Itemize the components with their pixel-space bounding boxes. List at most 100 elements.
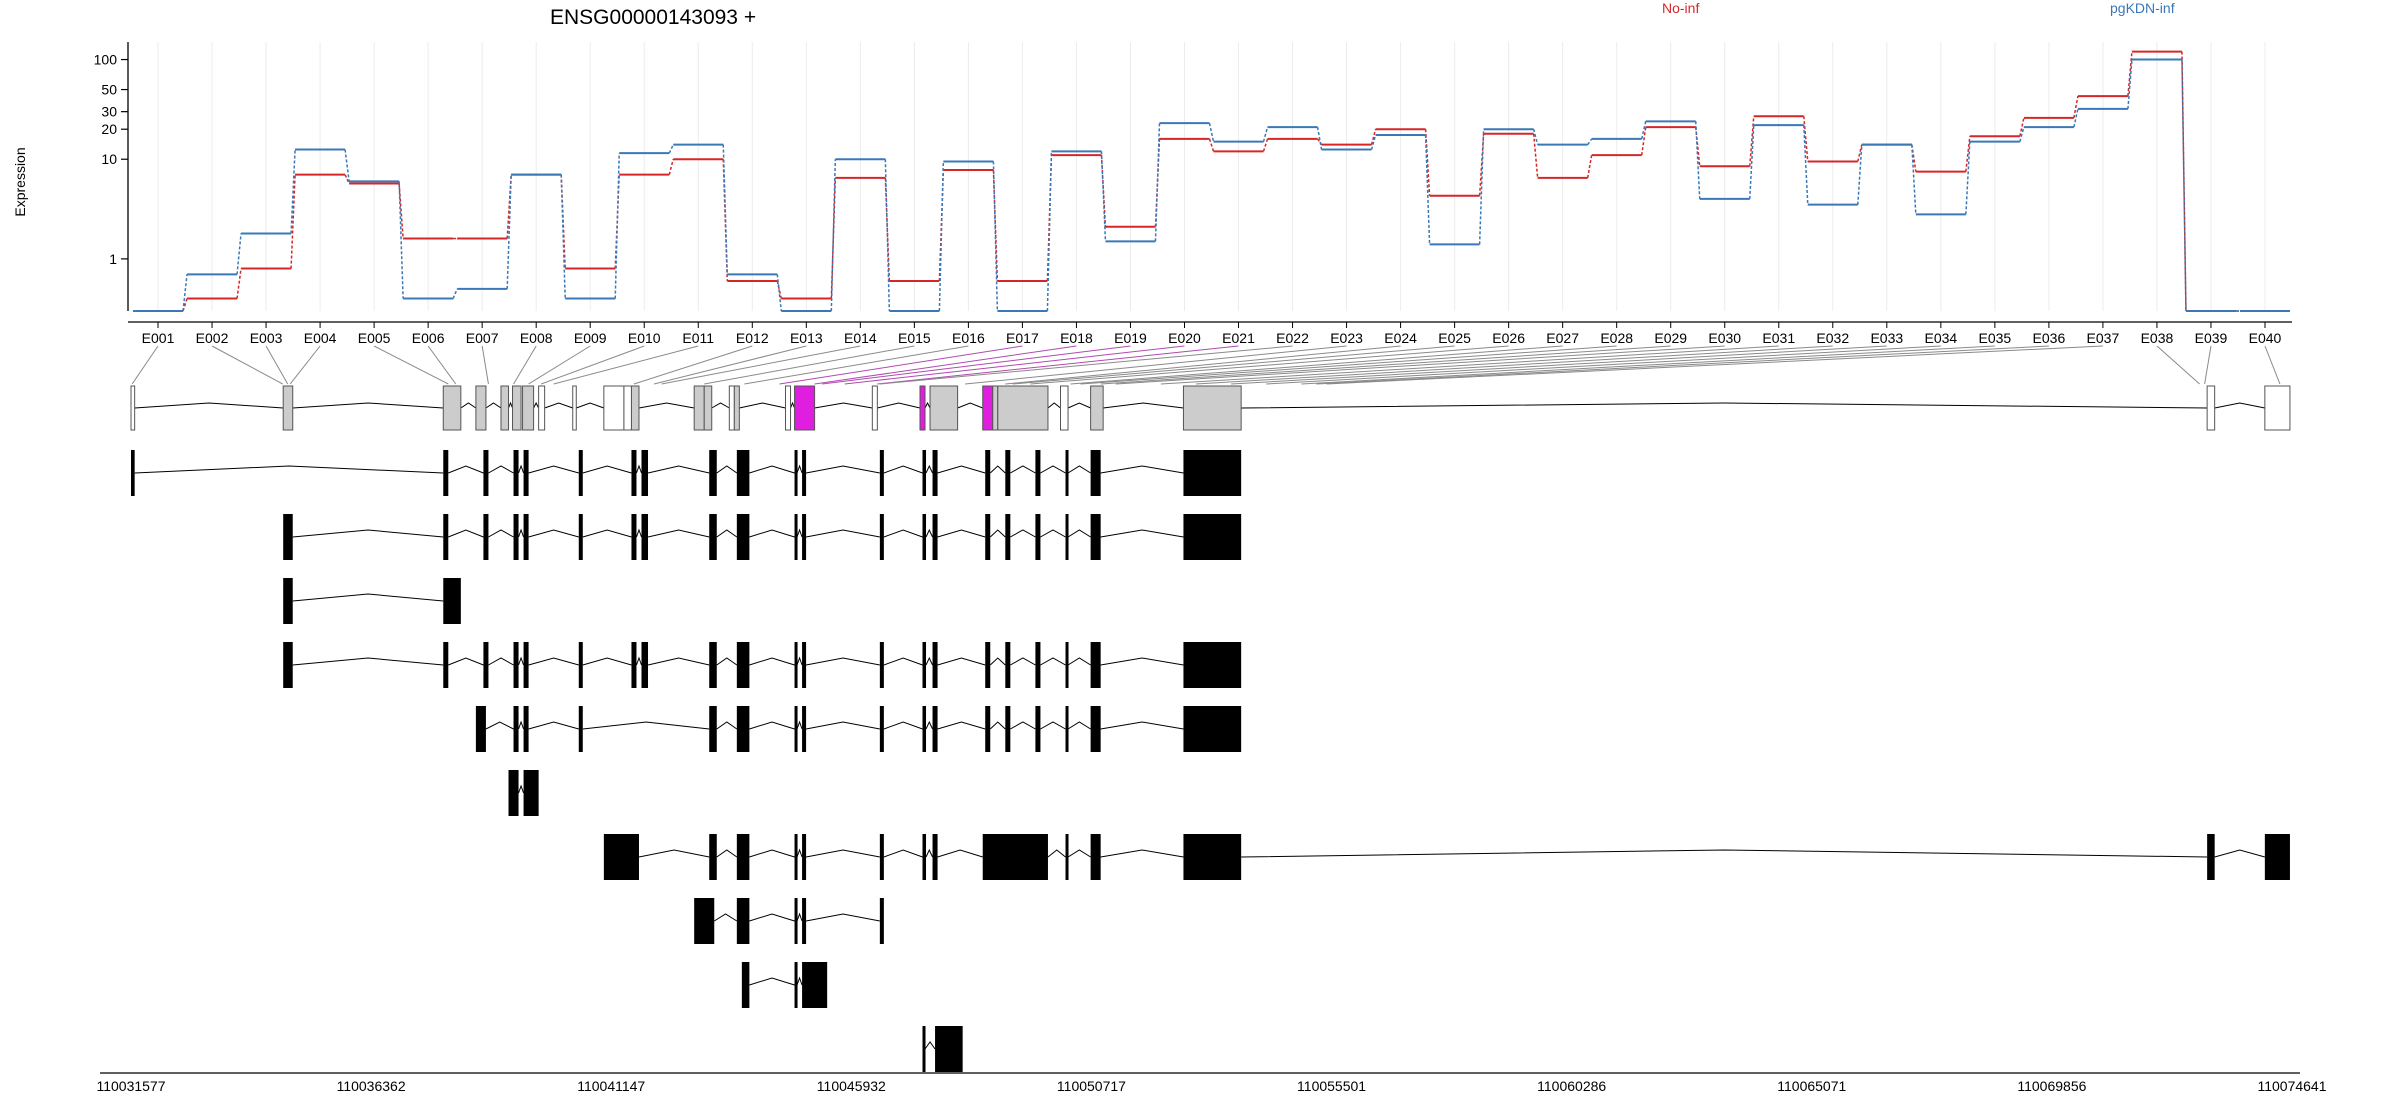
transcript-exon bbox=[1035, 642, 1041, 688]
intron-connector bbox=[448, 465, 484, 474]
intron-connector bbox=[749, 977, 795, 986]
transcript-track bbox=[283, 514, 1242, 560]
transcript-exon bbox=[131, 450, 135, 496]
intron-connector bbox=[1100, 849, 1184, 858]
series-connector bbox=[2127, 59, 2133, 109]
transcript-exon bbox=[475, 706, 486, 752]
transcript-exon bbox=[2264, 834, 2290, 880]
exon-label: E032 bbox=[1816, 330, 1849, 346]
model-exon bbox=[2206, 385, 2216, 431]
intron-connector bbox=[1047, 849, 1066, 858]
intron-connector bbox=[814, 402, 873, 409]
series-connector bbox=[1316, 126, 1323, 150]
transcript-exon bbox=[932, 642, 938, 688]
expression-series bbox=[133, 50, 2290, 312]
intron-connector bbox=[1067, 529, 1091, 538]
series-connector bbox=[1370, 129, 1377, 145]
transcript-exon bbox=[1183, 706, 1242, 752]
series-connector bbox=[398, 181, 404, 299]
intron-connector bbox=[582, 721, 710, 730]
intron-connector bbox=[1100, 657, 1184, 666]
intron-connector bbox=[647, 529, 710, 538]
series-connector bbox=[668, 159, 674, 175]
intron-connector bbox=[937, 849, 983, 858]
transcript-exon bbox=[578, 706, 583, 752]
transcript-exon bbox=[631, 514, 637, 560]
exon-link-line bbox=[877, 345, 1239, 385]
intron-connector bbox=[488, 529, 514, 538]
model-exon bbox=[733, 385, 740, 431]
intron-connector bbox=[1067, 465, 1091, 474]
exon-label: E037 bbox=[2087, 330, 2120, 346]
series-connector bbox=[1532, 133, 1539, 178]
transcript-exon bbox=[932, 450, 938, 496]
series-connector bbox=[1532, 129, 1539, 145]
transcript-exon bbox=[483, 450, 489, 496]
intron-connector bbox=[528, 529, 579, 538]
transcript-exon bbox=[985, 450, 991, 496]
exon-link-line bbox=[528, 345, 591, 385]
transcript-exon bbox=[879, 514, 884, 560]
model-exon bbox=[603, 385, 625, 431]
exon-label: E031 bbox=[1762, 330, 1795, 346]
intron-connector bbox=[716, 721, 738, 730]
series-connector bbox=[2181, 59, 2187, 312]
intron-connector bbox=[796, 464, 803, 474]
exon-label: E007 bbox=[466, 330, 499, 346]
transcript-tracks bbox=[131, 450, 2290, 1072]
intron-connector bbox=[805, 913, 880, 922]
y-axis-label: Expression bbox=[12, 147, 28, 216]
gene-model bbox=[130, 385, 2291, 431]
exon-link-line bbox=[653, 345, 807, 385]
transcript-exon bbox=[794, 706, 798, 752]
intron-connector bbox=[1241, 849, 2208, 858]
series-connector bbox=[776, 280, 783, 299]
intron-connector bbox=[636, 656, 642, 666]
transcript-exon bbox=[922, 450, 927, 496]
exon-label: E038 bbox=[2141, 330, 2174, 346]
series-connector bbox=[884, 159, 891, 312]
intron-connector bbox=[508, 401, 513, 409]
intron-connector bbox=[1067, 657, 1091, 666]
transcript-exon bbox=[578, 450, 583, 496]
transcript-exon bbox=[1183, 834, 1242, 880]
series-connector bbox=[1154, 123, 1161, 242]
series-connector bbox=[1262, 138, 1269, 152]
transcript-exon bbox=[802, 898, 807, 944]
exon-link-line bbox=[1160, 345, 1779, 385]
series-connector bbox=[1586, 154, 1593, 178]
intron-connector bbox=[292, 529, 444, 538]
model-exon bbox=[538, 385, 546, 431]
exon-label: E010 bbox=[628, 330, 661, 346]
exon-link-line bbox=[2204, 345, 2212, 385]
exon-label: E011 bbox=[682, 330, 714, 346]
exon-link-line bbox=[1115, 345, 1725, 385]
exon-link-line bbox=[513, 345, 537, 385]
intron-connector bbox=[989, 529, 1006, 538]
exon-link-line bbox=[1301, 345, 1995, 385]
transcript-exon bbox=[483, 642, 489, 688]
intron-connector bbox=[533, 401, 540, 409]
intron-connector bbox=[796, 976, 803, 986]
intron-connector bbox=[1010, 657, 1036, 666]
exon-link-line bbox=[633, 345, 753, 385]
intron-connector bbox=[488, 465, 514, 474]
series-connector bbox=[290, 149, 296, 234]
genomic-tick-label: 110055501 bbox=[1297, 1078, 1366, 1094]
intron-connector bbox=[1067, 402, 1091, 409]
exon-link-line bbox=[1005, 345, 1401, 385]
model-exon bbox=[693, 385, 705, 431]
transcript-track bbox=[922, 1026, 963, 1072]
intron-connector bbox=[292, 593, 444, 602]
intron-connector bbox=[957, 402, 983, 409]
genomic-tick-label: 110045932 bbox=[817, 1078, 886, 1094]
intron-connector bbox=[796, 720, 803, 730]
transcript-exon bbox=[443, 642, 449, 688]
exon-labels: E001 E002 E003 E004 E005 E006 E007 E008 E009 E010… bbox=[142, 322, 2282, 346]
intron-connector bbox=[1067, 721, 1091, 730]
transcript-exon bbox=[631, 642, 637, 688]
intron-connector bbox=[485, 402, 502, 409]
transcript-exon bbox=[709, 514, 717, 560]
